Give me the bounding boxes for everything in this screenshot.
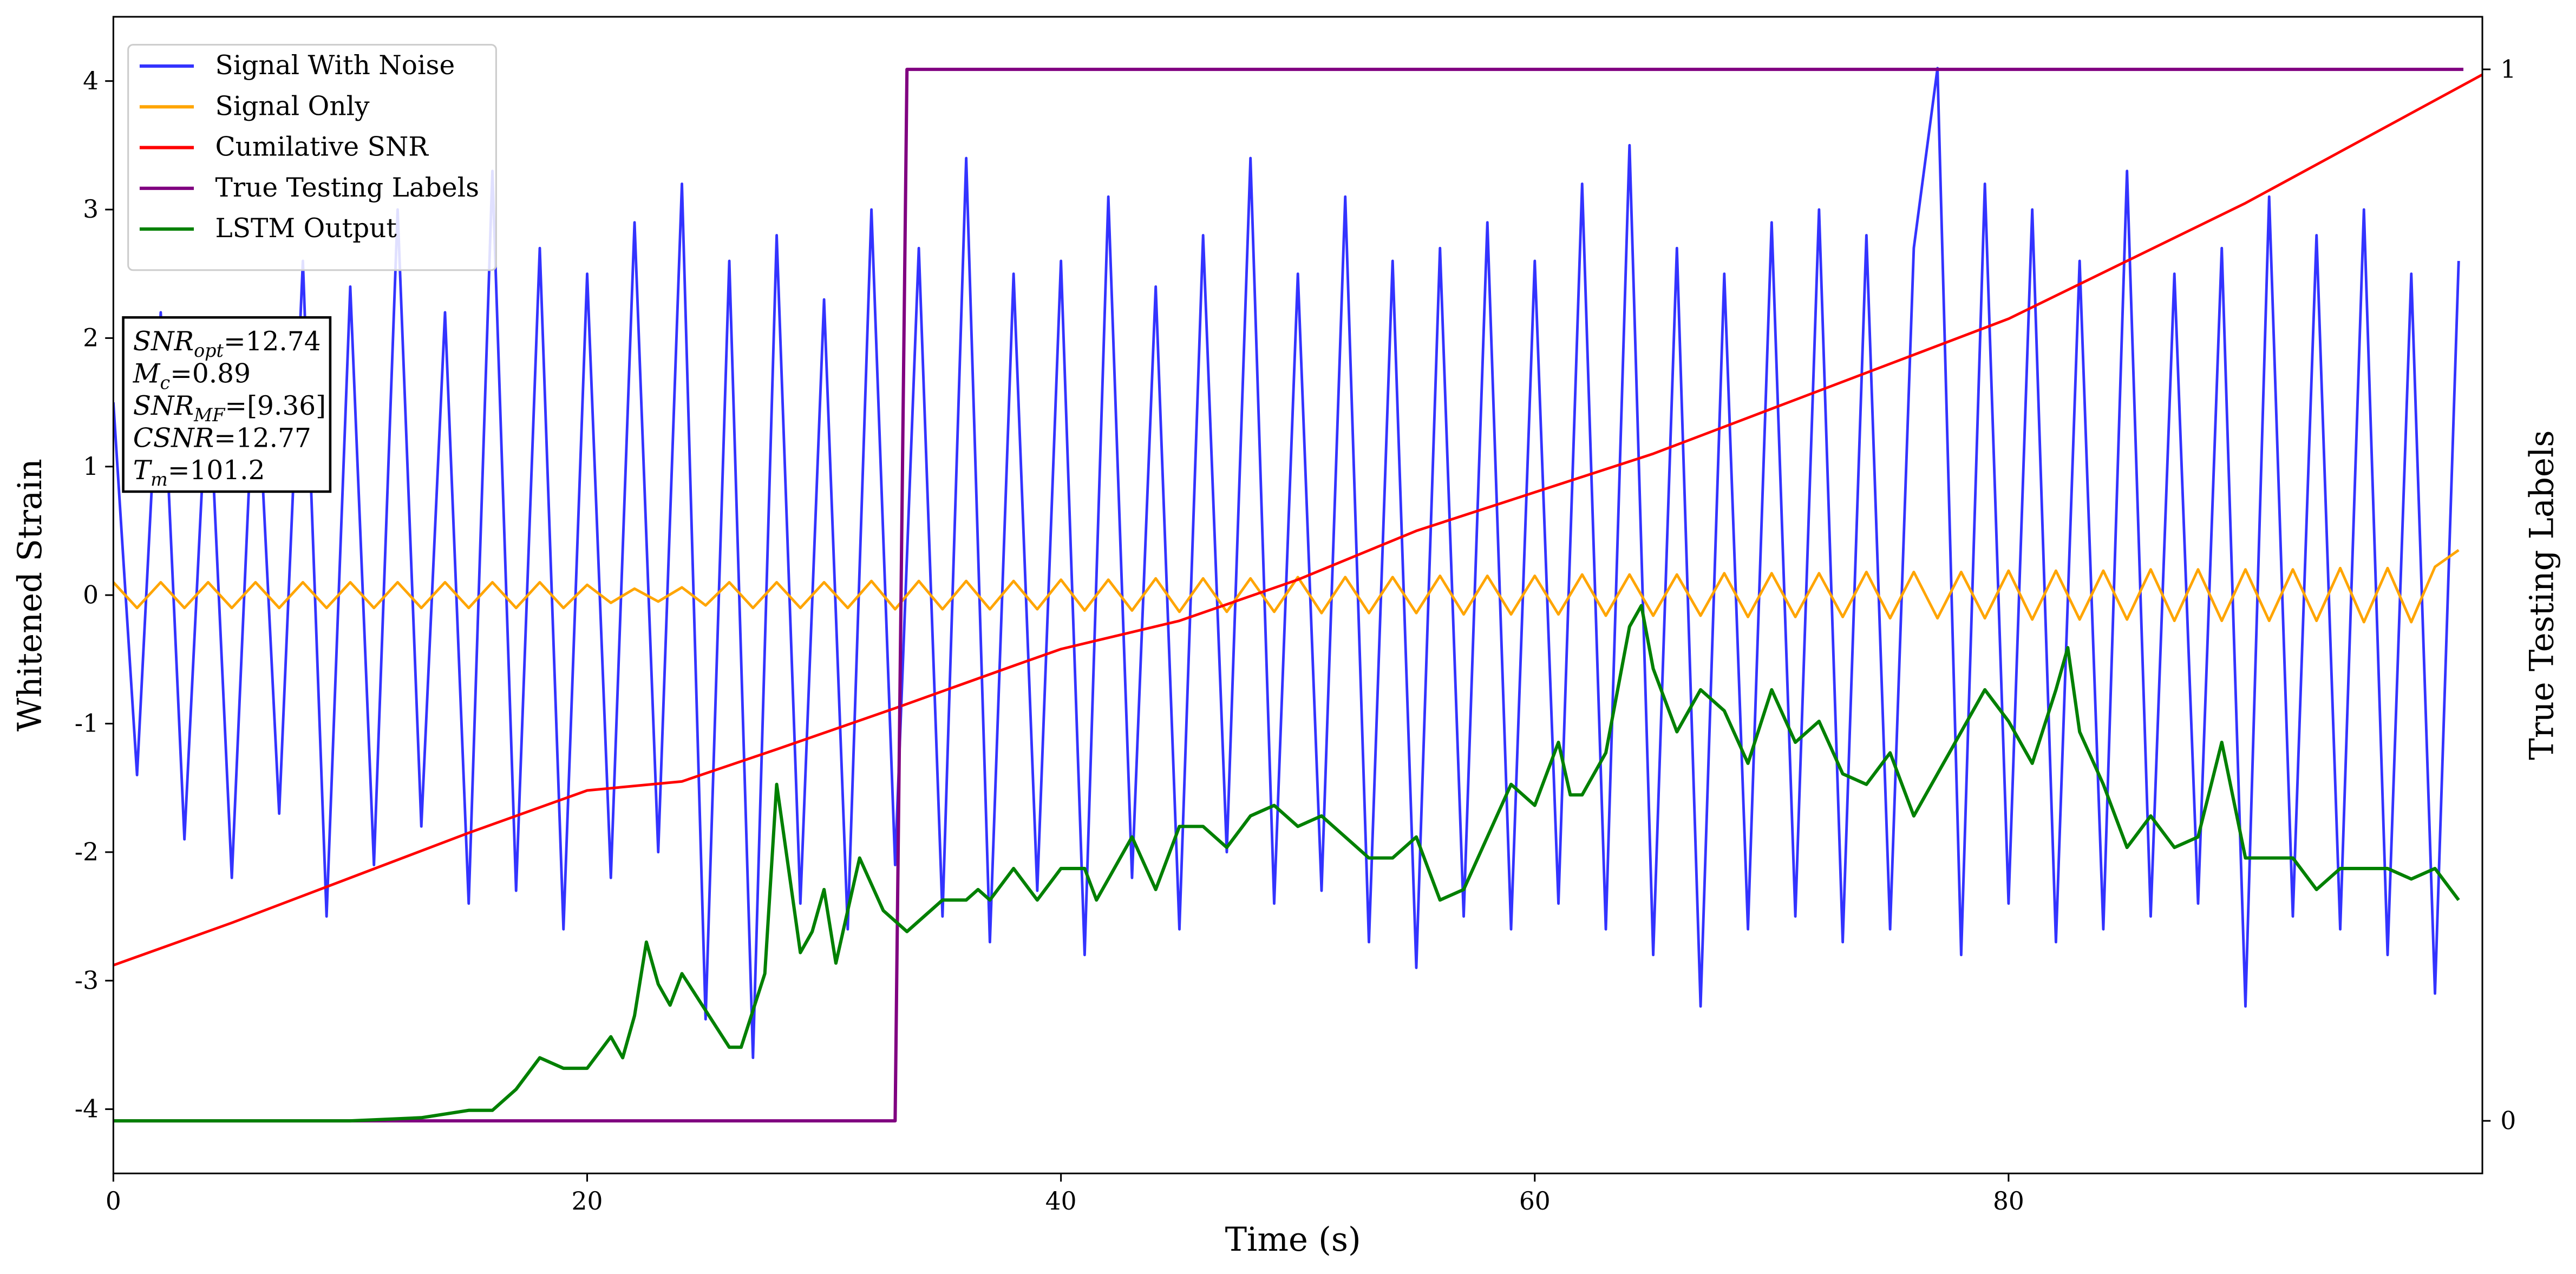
x-tick-label: 20 — [572, 1187, 603, 1216]
legend-label: LSTM Output — [215, 213, 397, 244]
annotation-value: =[9.36] — [225, 391, 326, 421]
y2-tick-label: 0 — [2500, 1106, 2516, 1135]
plot-frame — [112, 16, 2483, 1174]
annotation-subscript: m — [151, 469, 168, 490]
annotation-box — [122, 316, 332, 493]
series-line — [113, 549, 2460, 624]
annotation-symbol: M — [133, 358, 161, 389]
annotation-value: =0.89 — [170, 358, 251, 389]
y-axis-label: Whitened Strain — [11, 459, 49, 731]
y-tick-label: 1 — [83, 452, 99, 481]
y-tick-label: -3 — [75, 966, 99, 995]
x-tick-label: 60 — [1519, 1187, 1551, 1216]
annotation-value: =101.2 — [168, 455, 265, 486]
series-line — [113, 67, 2460, 1060]
series-line — [113, 604, 2460, 1123]
legend-label: Cumilative SNR — [215, 132, 429, 162]
x-axis-label: Time (s) — [1225, 1221, 1361, 1259]
legend-label: Signal Only — [215, 91, 370, 121]
series-line — [113, 73, 2483, 967]
y-tick-label: -1 — [75, 709, 99, 738]
y-tick-label: -4 — [75, 1095, 99, 1123]
annotation-line: CSNR=12.77 — [133, 423, 311, 453]
annotation-line: SNRopt=12.74 — [133, 326, 321, 361]
annotation-value: =12.77 — [214, 423, 311, 453]
y2-tick-label: 1 — [2500, 55, 2516, 83]
annotation-subscript: c — [160, 373, 171, 394]
y2-axis-label: True Testing Labels — [2523, 430, 2561, 760]
annotation-symbol: SNR — [133, 326, 194, 357]
annotation-subscript: MF — [193, 404, 226, 426]
annotation-value: =12.74 — [224, 326, 321, 357]
x-tick-label: 80 — [1993, 1187, 2024, 1216]
x-tick-label: 0 — [106, 1187, 121, 1216]
annotation-symbol: SNR — [133, 391, 194, 421]
y-tick-label: 2 — [83, 324, 99, 352]
annotation-subscript: opt — [194, 340, 224, 361]
annotation-line: SNRMF=[9.36] — [133, 391, 326, 426]
series-line — [113, 68, 2464, 1123]
y-tick-label: 0 — [83, 580, 99, 609]
legend-label: Signal With Noise — [215, 50, 455, 81]
annotation-symbol: T — [133, 455, 153, 486]
y-tick-label: 4 — [83, 67, 99, 95]
annotation-line: Tm=101.2 — [133, 455, 265, 490]
legend-box — [127, 44, 497, 271]
y-tick-label: 3 — [83, 195, 99, 224]
y-tick-label: -2 — [75, 838, 99, 866]
annotation-line: Mc=0.89 — [133, 358, 251, 393]
x-tick-label: 40 — [1045, 1187, 1077, 1216]
annotation-symbol: CSNR — [133, 423, 214, 453]
legend-label: True Testing Labels — [215, 173, 480, 203]
